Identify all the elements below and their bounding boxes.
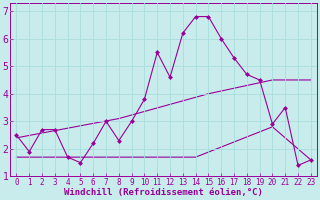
X-axis label: Windchill (Refroidissement éolien,°C): Windchill (Refroidissement éolien,°C) <box>64 188 263 197</box>
